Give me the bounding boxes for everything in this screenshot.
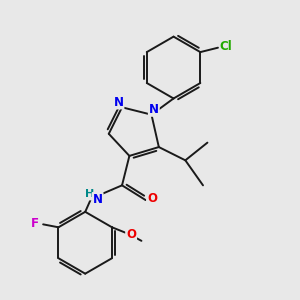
Text: O: O xyxy=(126,228,136,242)
Text: O: O xyxy=(147,192,157,205)
Text: Cl: Cl xyxy=(220,40,233,53)
Text: F: F xyxy=(31,217,39,230)
Text: N: N xyxy=(149,103,159,116)
Text: H: H xyxy=(85,190,94,200)
Text: N: N xyxy=(113,95,124,109)
Text: N: N xyxy=(93,193,103,206)
